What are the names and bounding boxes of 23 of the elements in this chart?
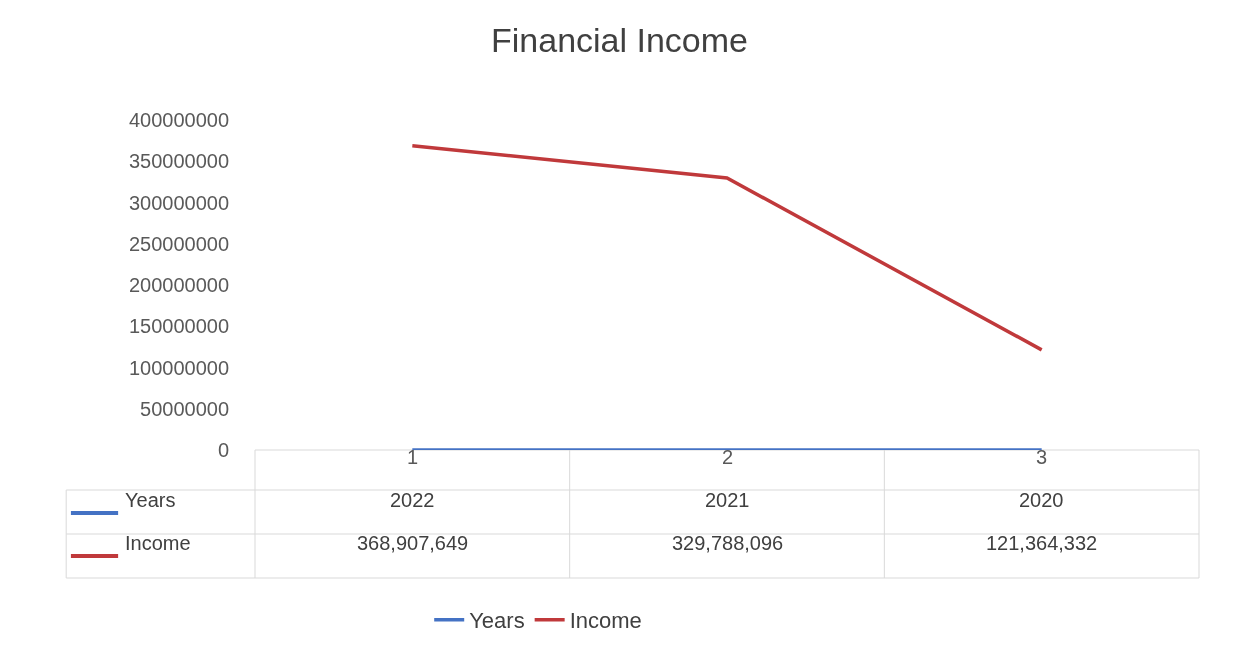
chart-title: Financial Income <box>490 20 749 59</box>
y-tick-label: 100000000 <box>128 356 229 379</box>
y-tick-label: 200000000 <box>128 274 229 296</box>
y-tick-label: 350000000 <box>128 150 229 173</box>
y-tick-label: 150000000 <box>128 315 229 338</box>
y-tick-label: 0 <box>217 439 229 461</box>
legend-label: Years <box>469 608 525 634</box>
data-label: 2020 <box>1019 489 1064 511</box>
y-tick-label: 250000000 <box>128 232 229 255</box>
data-label: 2021 <box>705 489 750 511</box>
x-tick-label: 3 <box>1036 446 1048 468</box>
y-tick-label: 50000000 <box>140 397 229 420</box>
y-tick-label: 300000000 <box>128 191 229 214</box>
legend-label: Income <box>569 608 642 634</box>
y-tick-label: 400000000 <box>128 109 229 131</box>
data-label: 2022 <box>390 489 435 511</box>
x-tick-label: 2 <box>722 446 734 468</box>
text: Years <box>125 489 176 511</box>
x-tick-label: 1 <box>407 446 419 468</box>
text: Income <box>125 532 191 554</box>
data-label: 329,788,096 <box>672 532 784 554</box>
data-label: 368,907,649 <box>357 532 469 554</box>
data-label: 121,364,332 <box>986 532 1098 554</box>
